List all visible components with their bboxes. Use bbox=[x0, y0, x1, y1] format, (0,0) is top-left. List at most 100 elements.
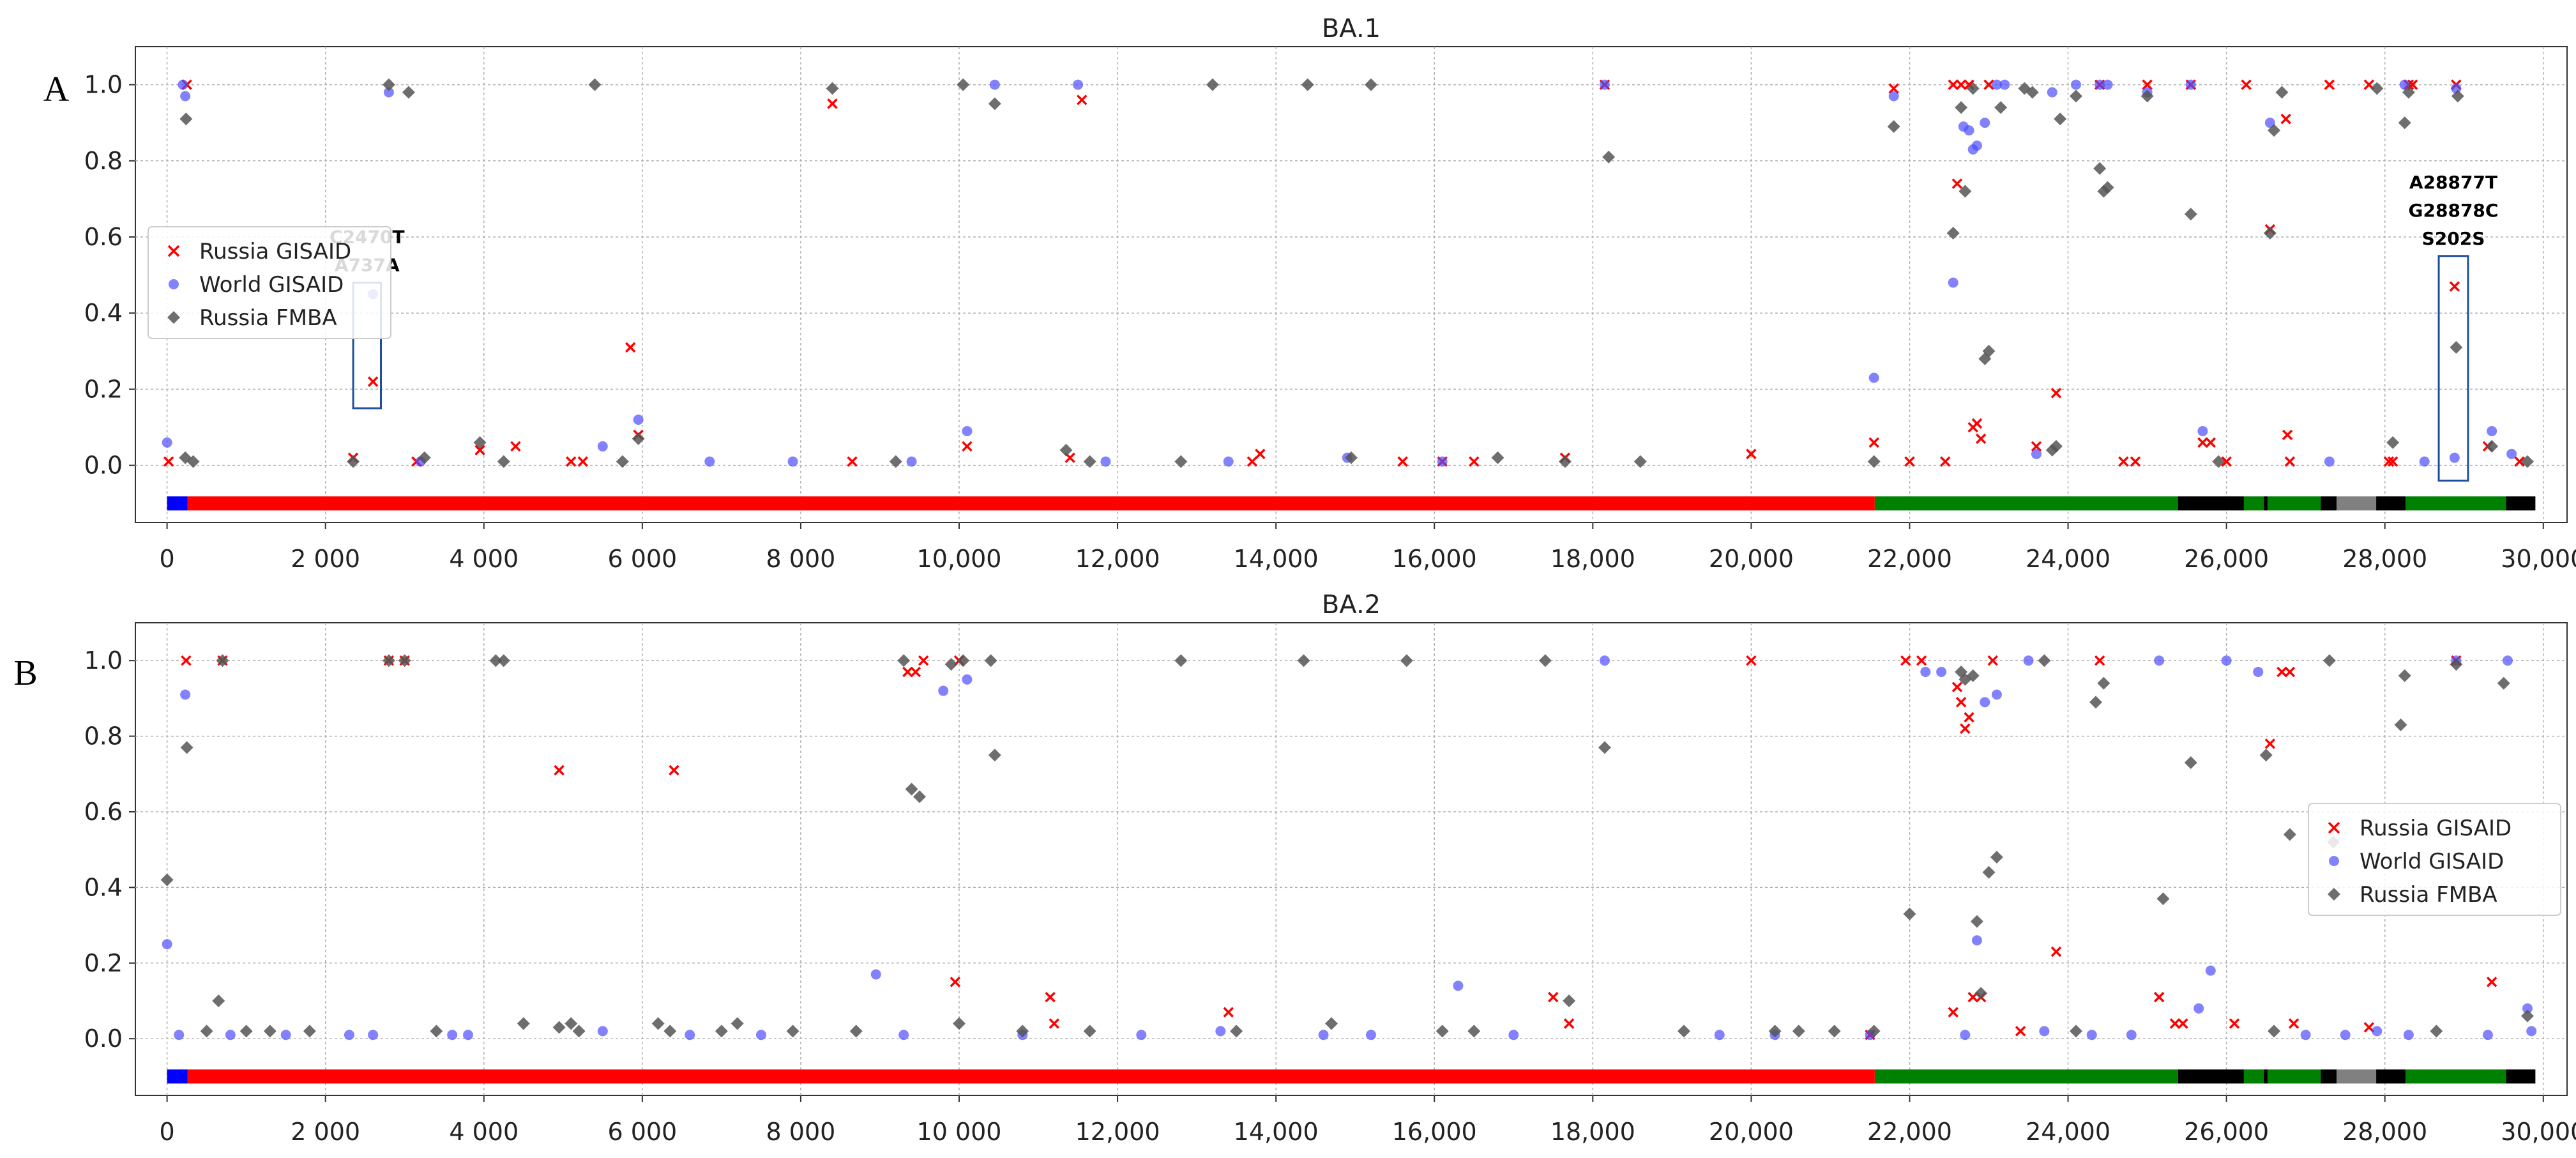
point-russia-fmba bbox=[2212, 455, 2225, 468]
x-marker-stroke bbox=[2130, 456, 2141, 467]
point-russia-fmba bbox=[402, 86, 415, 99]
genome-bar bbox=[167, 1069, 2536, 1084]
y-tick-label: 1.0 bbox=[84, 71, 123, 99]
y-tick-label: 0.6 bbox=[84, 223, 123, 251]
x-marker-stroke bbox=[577, 456, 589, 467]
point-russia-fmba bbox=[347, 455, 360, 468]
point-russia-fmba bbox=[2322, 654, 2336, 667]
point-world-gisaid bbox=[1508, 1030, 1519, 1040]
genome-segment bbox=[187, 1069, 1875, 1084]
point-russia-gisaid bbox=[918, 655, 929, 666]
genome-segment bbox=[2376, 1069, 2406, 1084]
x-marker-stroke bbox=[554, 765, 564, 776]
point-russia-fmba bbox=[897, 654, 911, 667]
point-russia-gisaid bbox=[510, 441, 521, 452]
point-world-gisaid bbox=[704, 456, 715, 467]
x-marker-stroke bbox=[1955, 697, 1967, 708]
point-russia-gisaid bbox=[847, 456, 858, 467]
x-marker-stroke bbox=[2280, 114, 2291, 125]
point-russia-fmba bbox=[303, 1025, 316, 1038]
x-marker-stroke bbox=[2094, 655, 2105, 666]
point-world-gisaid bbox=[2047, 87, 2057, 98]
point-russia-gisaid bbox=[2031, 441, 2042, 452]
point-russia-fmba bbox=[1083, 455, 1096, 468]
genome-segment bbox=[2506, 496, 2536, 511]
x-tick-label: 18,000 bbox=[1550, 545, 1635, 573]
point-russia-gisaid bbox=[2050, 946, 2062, 957]
point-russia-fmba bbox=[632, 432, 645, 445]
point-russia-fmba bbox=[1365, 78, 1378, 91]
x-marker-stroke bbox=[2142, 79, 2153, 90]
point-russia-gisaid bbox=[1255, 448, 1266, 459]
point-world-gisaid bbox=[1971, 935, 1982, 946]
x-marker-stroke bbox=[1397, 456, 1408, 467]
panel-b: 0 2 000 4 000 6 000 8 000 10 000 12,000 14,000 1… bbox=[13, 590, 2576, 1146]
point-world-gisaid bbox=[2126, 1030, 2137, 1040]
point-russia-gisaid bbox=[1563, 1018, 1575, 1029]
point-world-gisaid bbox=[2487, 425, 2497, 436]
point-russia-gisaid bbox=[2282, 429, 2293, 441]
point-russia-fmba bbox=[2451, 89, 2464, 103]
point-russia-fmba bbox=[2069, 1025, 2082, 1038]
series-world-gisaid bbox=[162, 655, 2537, 1040]
point-russia-fmba bbox=[2283, 828, 2296, 841]
point-russia-fmba bbox=[1538, 654, 1552, 667]
point-world-gisaid bbox=[174, 1030, 185, 1040]
point-russia-fmba bbox=[1959, 185, 1972, 198]
point-russia-fmba bbox=[497, 455, 510, 468]
point-world-gisaid bbox=[1223, 456, 1234, 467]
point-russia-fmba bbox=[1083, 1025, 1096, 1038]
x-marker-stroke bbox=[2486, 977, 2497, 987]
point-russia-fmba bbox=[2520, 455, 2534, 468]
x-marker-stroke bbox=[163, 456, 174, 467]
point-russia-fmba bbox=[1970, 915, 1983, 928]
point-russia-gisaid bbox=[474, 445, 485, 455]
x-marker-stroke bbox=[2221, 456, 2232, 467]
x-marker-stroke bbox=[2282, 429, 2293, 441]
point-world-gisaid bbox=[870, 969, 881, 980]
point-world-gisaid bbox=[2526, 1026, 2537, 1037]
legend-x-icon bbox=[2328, 821, 2340, 834]
x-marker-stroke bbox=[847, 456, 858, 467]
point-russia-gisaid bbox=[902, 666, 913, 678]
point-russia-gisaid bbox=[181, 655, 192, 666]
x-marker-stroke bbox=[1548, 991, 1559, 1003]
point-russia-fmba bbox=[517, 1017, 530, 1030]
point-world-gisaid bbox=[2522, 1003, 2533, 1014]
x-marker-stroke bbox=[1940, 456, 1951, 467]
x-marker-stroke bbox=[1987, 655, 1998, 666]
point-russia-gisaid bbox=[950, 977, 961, 987]
point-russia-fmba bbox=[1558, 455, 1572, 468]
x-tick-label: 10,000 bbox=[917, 545, 1002, 573]
annotation: A28877T G28878C S202S bbox=[2409, 172, 2498, 482]
point-russia-gisaid bbox=[1964, 712, 1974, 723]
legend-circle-icon bbox=[2329, 856, 2339, 866]
x-marker-stroke bbox=[2324, 79, 2335, 90]
point-russia-fmba bbox=[2497, 676, 2510, 690]
point-russia-fmba bbox=[572, 1025, 586, 1038]
point-russia-gisaid bbox=[554, 765, 564, 776]
x-marker-stroke bbox=[1255, 448, 1266, 459]
point-world-gisaid bbox=[2399, 79, 2410, 90]
point-russia-gisaid bbox=[1951, 178, 1963, 189]
point-russia-gisaid bbox=[2178, 1018, 2188, 1029]
x-marker-stroke bbox=[910, 666, 921, 678]
point-world-gisaid bbox=[1215, 1026, 1226, 1037]
point-world-gisaid bbox=[906, 456, 917, 467]
point-world-gisaid bbox=[2102, 79, 2113, 90]
x-marker-stroke bbox=[2169, 1018, 2181, 1029]
point-world-gisaid bbox=[2185, 79, 2196, 90]
point-russia-fmba bbox=[1982, 865, 1996, 879]
point-russia-gisaid bbox=[1888, 83, 1899, 94]
point-russia-gisaid bbox=[1045, 991, 1056, 1003]
x-tick-label: 26,000 bbox=[2184, 1118, 2269, 1146]
point-russia-fmba bbox=[2259, 749, 2273, 762]
x-marker-stroke bbox=[1077, 95, 1087, 105]
point-russia-gisaid bbox=[2205, 437, 2216, 448]
point-russia-fmba bbox=[186, 455, 200, 468]
point-russia-fmba bbox=[1994, 101, 2008, 114]
point-russia-fmba bbox=[2184, 208, 2197, 221]
genome-segment bbox=[2405, 496, 2506, 511]
point-russia-fmba bbox=[988, 749, 1001, 762]
point-russia-fmba bbox=[913, 790, 926, 804]
